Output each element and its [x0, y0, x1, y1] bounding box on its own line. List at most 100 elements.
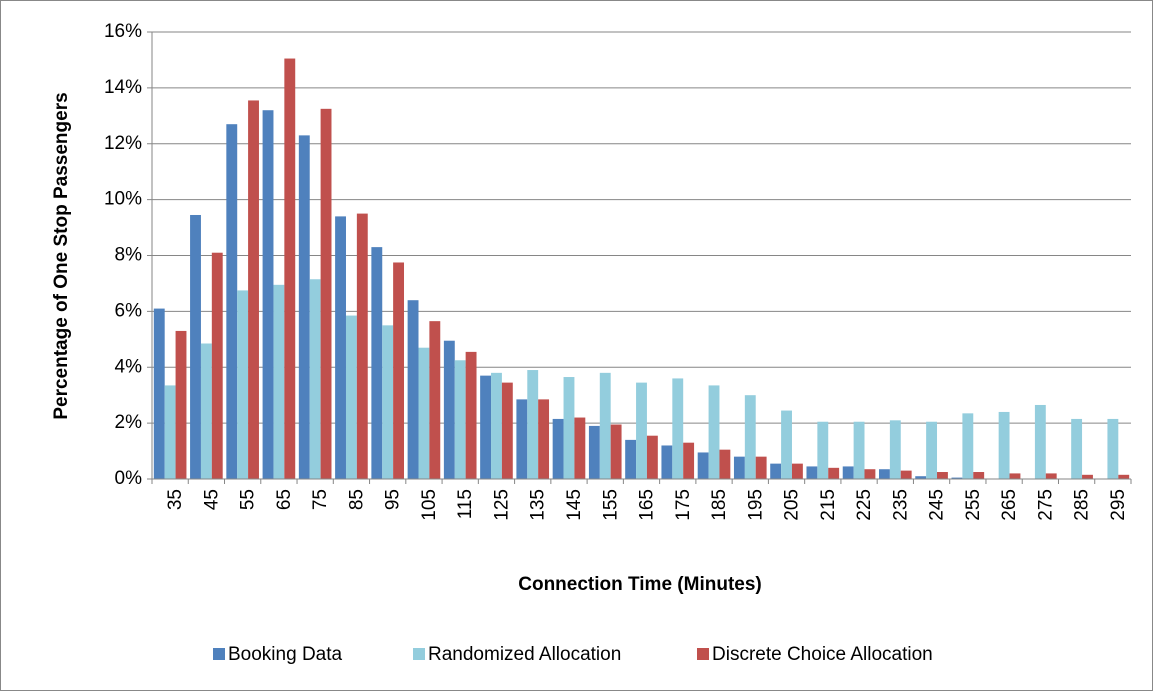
bar	[563, 377, 575, 479]
bar	[443, 340, 455, 479]
x-tick-label: 45	[201, 489, 222, 510]
bar	[915, 476, 927, 479]
bar	[719, 449, 731, 479]
legend-label: Randomized Allocation	[428, 644, 621, 665]
bar	[538, 399, 550, 479]
bar	[926, 421, 938, 479]
y-tick-label: 8%	[115, 245, 143, 266]
bar	[501, 382, 513, 479]
bar	[744, 395, 756, 479]
bar	[661, 445, 673, 479]
x-tick-label: 155	[600, 489, 621, 521]
bar	[418, 347, 430, 479]
bar	[371, 247, 383, 479]
bar	[1118, 474, 1130, 479]
bar	[1071, 418, 1083, 479]
y-tick-label: 16%	[104, 21, 142, 42]
bar	[465, 351, 477, 479]
x-tick-label: 135	[528, 489, 549, 521]
bar	[853, 421, 865, 479]
bar	[781, 410, 792, 479]
x-tick-label: 95	[383, 489, 404, 510]
bar	[708, 385, 720, 479]
bar	[770, 463, 782, 479]
bar	[574, 417, 586, 479]
bar	[393, 262, 405, 479]
y-tick-label: 14%	[104, 77, 142, 98]
bar	[998, 411, 1010, 479]
bar	[1107, 418, 1119, 479]
bar	[262, 110, 274, 479]
legend-swatch	[697, 648, 709, 660]
x-tick-label: 75	[310, 489, 331, 510]
bar	[284, 58, 296, 480]
bar	[951, 477, 963, 479]
x-tick-label: 115	[455, 489, 476, 519]
bar	[153, 308, 165, 479]
bar	[962, 413, 974, 479]
bar	[298, 135, 310, 479]
bar	[335, 216, 346, 479]
bar	[356, 213, 368, 479]
bar	[552, 418, 564, 479]
bar	[791, 463, 803, 479]
bar	[345, 315, 357, 479]
bar	[491, 372, 502, 479]
bar	[164, 385, 176, 479]
bar	[1009, 473, 1021, 479]
x-tick-label: 245	[927, 489, 948, 521]
x-axis-title: Connection Time (Minutes)	[518, 574, 761, 595]
bar	[683, 442, 695, 479]
x-tick-label: 65	[274, 489, 295, 510]
x-tick-label: 35	[165, 489, 186, 510]
bar	[516, 399, 528, 479]
bar	[454, 360, 466, 479]
legend-label: Booking Data	[228, 644, 343, 665]
x-tick-label: 275	[1035, 489, 1056, 521]
x-tick-label: 145	[564, 489, 585, 521]
x-tick-label: 185	[709, 489, 730, 521]
bar	[806, 466, 818, 479]
x-tick-label: 295	[1108, 489, 1129, 521]
bar	[646, 435, 658, 479]
bar	[878, 469, 890, 479]
bar	[636, 382, 647, 479]
x-tick-label: 285	[1072, 489, 1093, 521]
bar	[864, 469, 876, 479]
x-tick-label: 125	[491, 489, 512, 521]
y-axis-title: Percentage of One Stop Passengers	[51, 92, 72, 419]
bar	[480, 375, 492, 479]
bar	[211, 252, 223, 479]
bar	[697, 452, 709, 479]
bar	[672, 378, 684, 479]
x-tick-label: 195	[745, 489, 766, 521]
y-tick-label: 6%	[115, 300, 143, 321]
x-tick-label: 205	[782, 489, 803, 521]
x-tick-label: 175	[673, 489, 694, 521]
x-tick-label: 55	[238, 489, 259, 510]
bar	[1045, 473, 1057, 479]
bar	[625, 439, 637, 479]
bar	[237, 290, 249, 479]
x-tick-label: 255	[963, 489, 984, 521]
bar	[527, 370, 539, 479]
legend-swatch	[413, 648, 425, 660]
bar	[588, 425, 600, 479]
bar	[937, 472, 948, 479]
legend-swatch	[213, 648, 225, 660]
y-tick-label: 0%	[115, 468, 143, 489]
x-tick-label: 225	[854, 489, 875, 521]
bar	[429, 321, 441, 479]
x-tick-label: 165	[637, 489, 658, 521]
y-tick-label: 2%	[115, 412, 143, 433]
legend-label: Discrete Choice Allocation	[712, 644, 933, 665]
y-tick-label: 12%	[104, 133, 142, 154]
bar	[309, 279, 321, 479]
bar	[200, 343, 212, 479]
bar	[900, 470, 912, 479]
bar	[1034, 404, 1046, 479]
y-tick-label: 10%	[104, 189, 142, 210]
x-tick-label: 235	[890, 489, 911, 521]
bar	[1082, 474, 1093, 479]
bar	[175, 330, 187, 479]
